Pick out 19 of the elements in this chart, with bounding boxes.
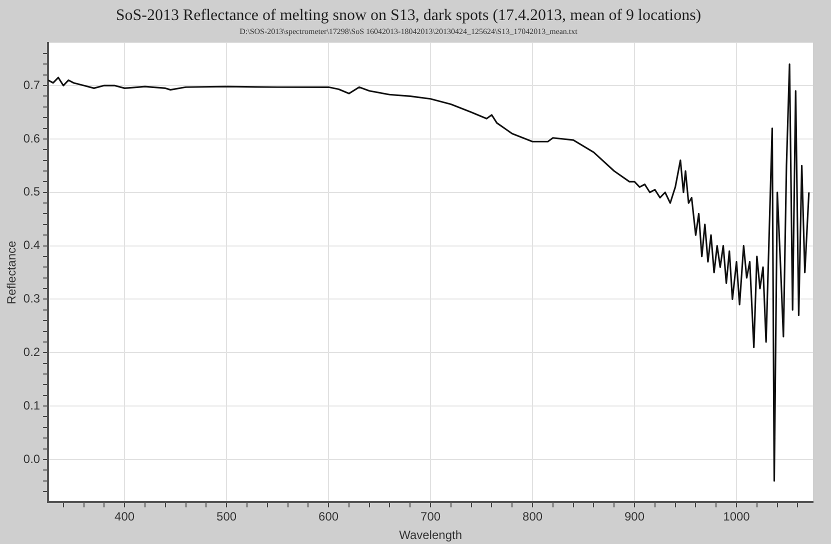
x-tick-label: 1000 bbox=[723, 510, 750, 524]
y-tick-label: 0.2 bbox=[23, 344, 40, 359]
x-tick-label: 800 bbox=[522, 510, 543, 524]
x-tick-label: 400 bbox=[114, 510, 135, 524]
y-axis-title: Reflectance bbox=[4, 240, 19, 304]
y-tick-label: 0.3 bbox=[23, 292, 40, 306]
x-tick-label: 700 bbox=[420, 510, 441, 524]
x-tick-label: 900 bbox=[624, 510, 645, 524]
y-tick-label: 0.5 bbox=[23, 184, 40, 199]
x-tick-label: 600 bbox=[318, 510, 339, 524]
chart-title: SoS-2013 Reflectance of melting snow on S13, dark spots (17.4.2013, mean of 9 locations) bbox=[116, 6, 702, 24]
y-tick-label: 0.0 bbox=[23, 452, 40, 466]
y-tick-label: 0.6 bbox=[23, 131, 40, 146]
y-tick-label: 0.1 bbox=[23, 398, 40, 412]
chart-subtitle: D:\SOS-2013\spectrometer\17298\SoS 16042013-18042013\20130424_125624\S13_17042013_mean.txt bbox=[240, 27, 578, 36]
y-tick-label: 0.7 bbox=[23, 78, 40, 92]
y-tick-label: 0.4 bbox=[23, 238, 40, 252]
x-tick-label: 500 bbox=[216, 510, 237, 524]
x-axis-title: Wavelength bbox=[399, 528, 462, 542]
